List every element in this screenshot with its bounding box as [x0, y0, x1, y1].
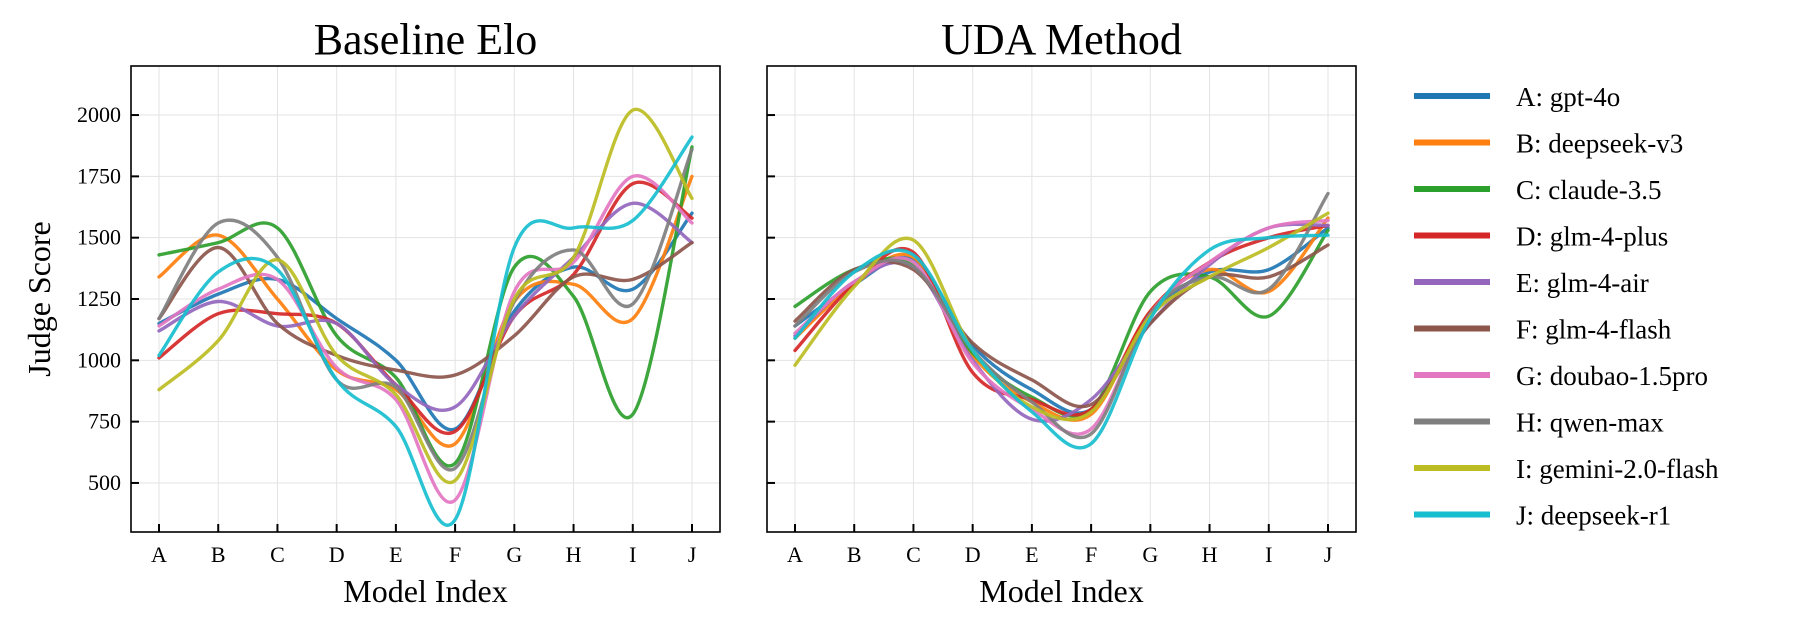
legend-item: I: gemini-2.0-flash [1414, 454, 1719, 484]
series-line-d [793, 223, 1330, 417]
y-tick-label: 2000 [77, 102, 121, 127]
x-tick-label: A [151, 542, 167, 567]
x-tick-label: B [847, 542, 862, 567]
panel-2: A B C D E F G H I J UDA Method Model Index [766, 15, 1357, 609]
x-tick-label: H [1202, 542, 1218, 567]
x-tick-label: B [211, 542, 226, 567]
legend-item: C: claude-3.5 [1414, 175, 1661, 205]
series-line-a [793, 226, 1330, 415]
y-tick-label: 1000 [77, 347, 121, 372]
legend-item: A: gpt-4o [1414, 82, 1620, 112]
legend-label: F: glm-4-flash [1516, 315, 1672, 345]
x-tick-label: I [629, 542, 636, 567]
series-line-e [793, 222, 1330, 423]
x-tick-label: F [449, 542, 461, 567]
series-line-j [793, 233, 1330, 450]
series-line-c [157, 145, 694, 468]
legend-item: J: deepseek-r1 [1414, 501, 1671, 531]
y-axis-label: Judge Score [21, 221, 57, 377]
x-tick-label: J [688, 542, 697, 567]
x-axis-label: Model Index [343, 573, 507, 609]
x-tick-label: D [965, 542, 981, 567]
legend-label: C: claude-3.5 [1516, 175, 1661, 205]
y-tick-label: 1250 [77, 286, 121, 311]
y-tick-label: 1500 [77, 225, 121, 250]
series-line-h [793, 191, 1330, 440]
series-line-b [793, 216, 1330, 422]
y-tick-label: 500 [88, 470, 121, 495]
panel-title: Baseline Elo [314, 15, 538, 64]
x-tick-label: E [1025, 542, 1038, 567]
x-tick-label: E [389, 542, 402, 567]
legend-label: D: glm-4-plus [1516, 222, 1668, 252]
x-tick-label: C [270, 542, 285, 567]
legend-label: B: deepseek-v3 [1516, 129, 1683, 159]
x-tick-label: C [906, 542, 921, 567]
series-line-d [157, 180, 694, 436]
legend-item: D: glm-4-plus [1414, 222, 1668, 252]
panel-1: A B C D E F G H I J 500 750 1000 1250 1500 1750 2000 Base… [77, 15, 721, 609]
legend-label: G: doubao-1.5pro [1516, 361, 1708, 391]
legend-item: E: glm-4-air [1414, 268, 1649, 298]
legend-label: A: gpt-4o [1516, 82, 1620, 112]
series-line-h [157, 147, 694, 472]
legend-label: H: qwen-max [1516, 408, 1664, 438]
x-tick-label: I [1265, 542, 1272, 567]
x-tick-label: F [1085, 542, 1097, 567]
legend-item: B: deepseek-v3 [1414, 129, 1683, 159]
y-tick-label: 1750 [77, 163, 121, 188]
series-line-i [157, 107, 694, 485]
x-tick-label: D [329, 542, 345, 567]
x-tick-label: G [506, 542, 522, 567]
legend-item: F: glm-4-flash [1414, 315, 1672, 345]
series-line-g [793, 218, 1330, 436]
series-line-g [157, 174, 694, 505]
y-tick-label: 750 [88, 409, 121, 434]
x-tick-label: G [1142, 542, 1158, 567]
x-tick-label: H [566, 542, 582, 567]
panel-title: UDA Method [941, 15, 1182, 64]
legend-item: H: qwen-max [1414, 408, 1664, 438]
x-tick-label: A [787, 542, 803, 567]
series-line-j [157, 135, 694, 527]
legend-label: I: gemini-2.0-flash [1516, 454, 1719, 484]
legend-item: G: doubao-1.5pro [1414, 361, 1708, 391]
x-axis-label: Model Index [979, 573, 1143, 609]
x-tick-label: J [1324, 542, 1333, 567]
legend-label: J: deepseek-r1 [1516, 501, 1671, 531]
legend: A: gpt-4o B: deepseek-v3 C: claude-3.5 D: g… [1414, 82, 1719, 531]
legend-label: E: glm-4-air [1516, 268, 1649, 298]
